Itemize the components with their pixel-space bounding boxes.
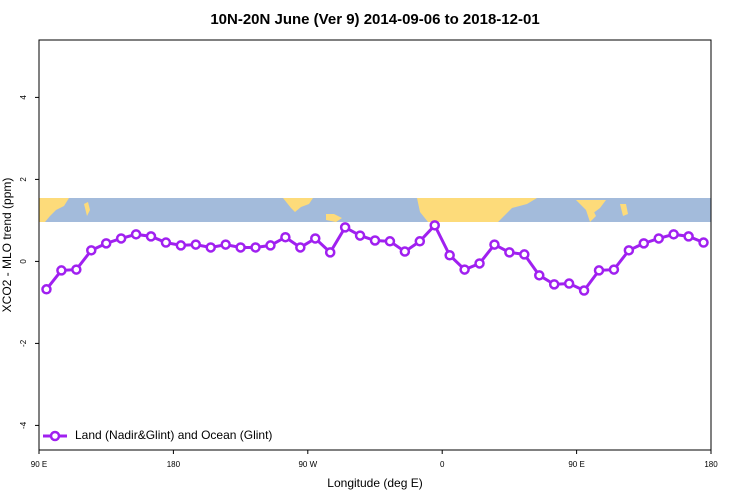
point [683,231,694,242]
point [384,236,396,247]
point [668,229,679,240]
point [235,242,246,253]
y-tick-label: 4 [19,95,28,100]
point [608,264,620,275]
point [190,239,202,250]
point [339,222,351,233]
x-tick-label: 90 W [298,460,317,469]
point [310,233,321,244]
point [56,265,67,276]
x-tick-label: 90 E [568,460,584,469]
point [265,240,276,251]
point [71,264,82,275]
point [563,278,575,289]
point [593,265,605,276]
point [519,249,530,260]
point [653,233,664,244]
point [354,230,366,241]
point [504,247,515,258]
point [130,229,142,240]
point [578,285,590,296]
point [414,236,426,247]
point [86,245,97,256]
point [100,238,112,249]
point [295,242,306,253]
map-strip [39,198,711,222]
point [698,237,709,248]
y-axis-title: XCO2 - MLO trend (ppm) [0,178,14,313]
y-tick-label: -2 [19,339,28,347]
point [548,279,560,290]
point [369,235,381,246]
point [220,239,231,250]
point [280,231,291,243]
point [205,242,216,253]
y-tick-label: 2 [19,177,28,182]
point [429,220,440,231]
point [115,233,127,244]
point [250,242,261,253]
point [638,238,650,249]
point [623,245,635,256]
point [175,240,187,251]
point [534,270,545,281]
x-tick-label: 180 [704,460,718,469]
legend-marker [49,430,61,442]
point [399,246,411,257]
chart-title: 10N-20N June (Ver 9) 2014-09-06 to 2018-… [210,11,539,28]
point [145,231,157,242]
x-axis-title: Longitude (deg E) [327,476,422,490]
point [160,237,172,248]
legend-label: Land (Nadir&Glint) and Ocean (Glint) [75,428,272,442]
y-tick-label: 0 [19,259,28,264]
x-tick-label: 90 E [31,460,47,469]
point [41,284,52,295]
x-tick-label: 0 [440,460,445,469]
point [489,239,500,250]
point [459,264,470,275]
point [324,247,336,258]
point [444,250,455,261]
plot-frame [38,39,712,451]
x-tick-label: 180 [167,460,181,469]
series-line [45,222,705,293]
y-tick-label: -4 [19,421,28,429]
point [474,258,485,269]
